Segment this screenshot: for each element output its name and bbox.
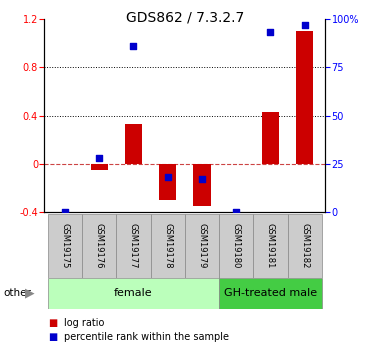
Text: ■: ■ [48,333,57,342]
Point [164,175,171,180]
Point [199,177,205,182]
Text: GDS862 / 7.3.2.7: GDS862 / 7.3.2.7 [126,10,244,24]
Bar [219,278,322,309]
Point [96,155,102,161]
Bar [185,214,219,278]
Bar [48,214,82,278]
Text: ■: ■ [48,318,57,328]
Bar [159,164,176,200]
Text: GSM19182: GSM19182 [300,223,309,268]
Bar [219,214,253,278]
Text: female: female [114,288,153,298]
Text: GSM19180: GSM19180 [232,223,241,268]
Point [268,30,274,35]
Text: GSM19179: GSM19179 [198,223,206,268]
Point [130,43,136,49]
Bar [288,214,322,278]
Bar [262,112,279,164]
Bar [48,278,219,309]
Bar [193,164,211,206]
Bar [125,124,142,164]
Bar [116,214,151,278]
Bar [253,214,288,278]
Point [62,209,68,215]
Bar [151,214,185,278]
Bar [90,164,108,170]
Text: GSM19176: GSM19176 [95,223,104,268]
Bar [296,31,313,164]
Text: percentile rank within the sample: percentile rank within the sample [64,333,229,342]
Point [233,209,239,215]
Text: GSM19181: GSM19181 [266,223,275,268]
Text: GSM19178: GSM19178 [163,223,172,268]
Text: ▶: ▶ [25,287,35,300]
Text: GSM19177: GSM19177 [129,223,138,268]
Text: GSM19175: GSM19175 [60,223,69,268]
Text: log ratio: log ratio [64,318,104,328]
Bar [82,214,116,278]
Text: GH-treated male: GH-treated male [224,288,317,298]
Point [302,22,308,28]
Text: other: other [4,288,32,298]
